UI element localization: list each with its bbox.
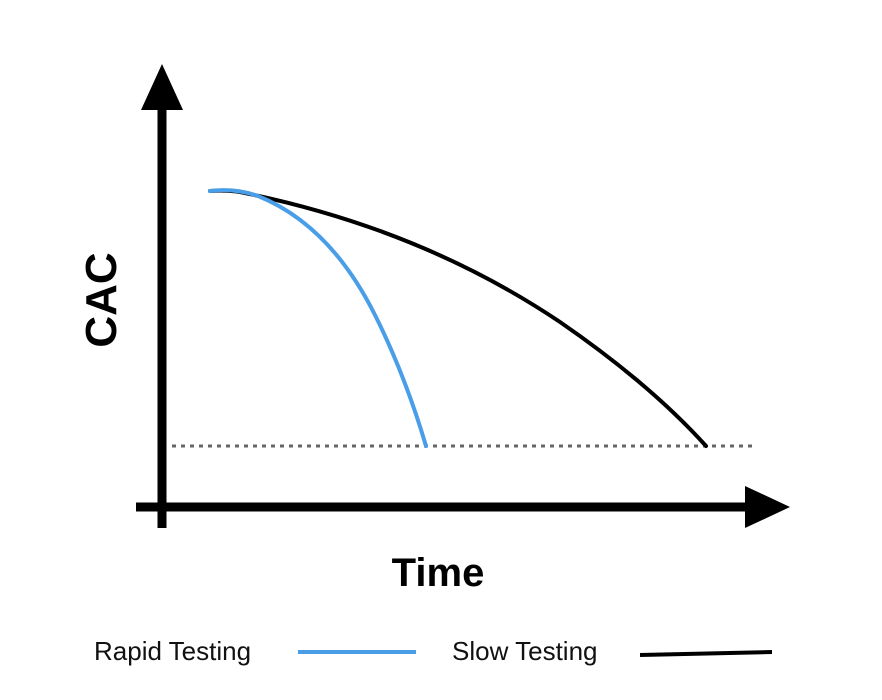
y-axis-title: CAC bbox=[77, 252, 126, 347]
series-line-slow-testing bbox=[208, 188, 708, 448]
legend: Rapid Testing Slow Testing bbox=[94, 636, 773, 666]
y-axis-arrow bbox=[141, 64, 183, 110]
series-line-rapid-testing bbox=[208, 188, 428, 448]
x-axis-title: Time bbox=[392, 551, 485, 595]
legend-label-slow-testing: Slow Testing bbox=[452, 636, 598, 666]
legend-label-rapid-testing: Rapid Testing bbox=[94, 636, 251, 666]
x-axis-arrow bbox=[745, 486, 790, 528]
legend-swatch-slow-testing bbox=[639, 650, 773, 657]
